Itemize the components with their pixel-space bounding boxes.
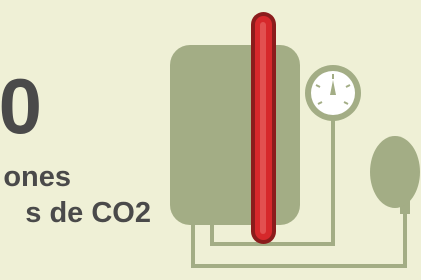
red-bar-highlight [260, 22, 266, 234]
bulb [370, 136, 420, 208]
headline-line2: s de CO2 [25, 197, 151, 229]
page: {"headline": {"big": "0", "line1": "ones… [0, 0, 421, 280]
cuff [170, 45, 300, 225]
headline-big: 0 [0, 62, 42, 150]
illustration: 0 ones s de CO2 [0, 0, 421, 280]
headline-line1: ones [3, 161, 71, 193]
